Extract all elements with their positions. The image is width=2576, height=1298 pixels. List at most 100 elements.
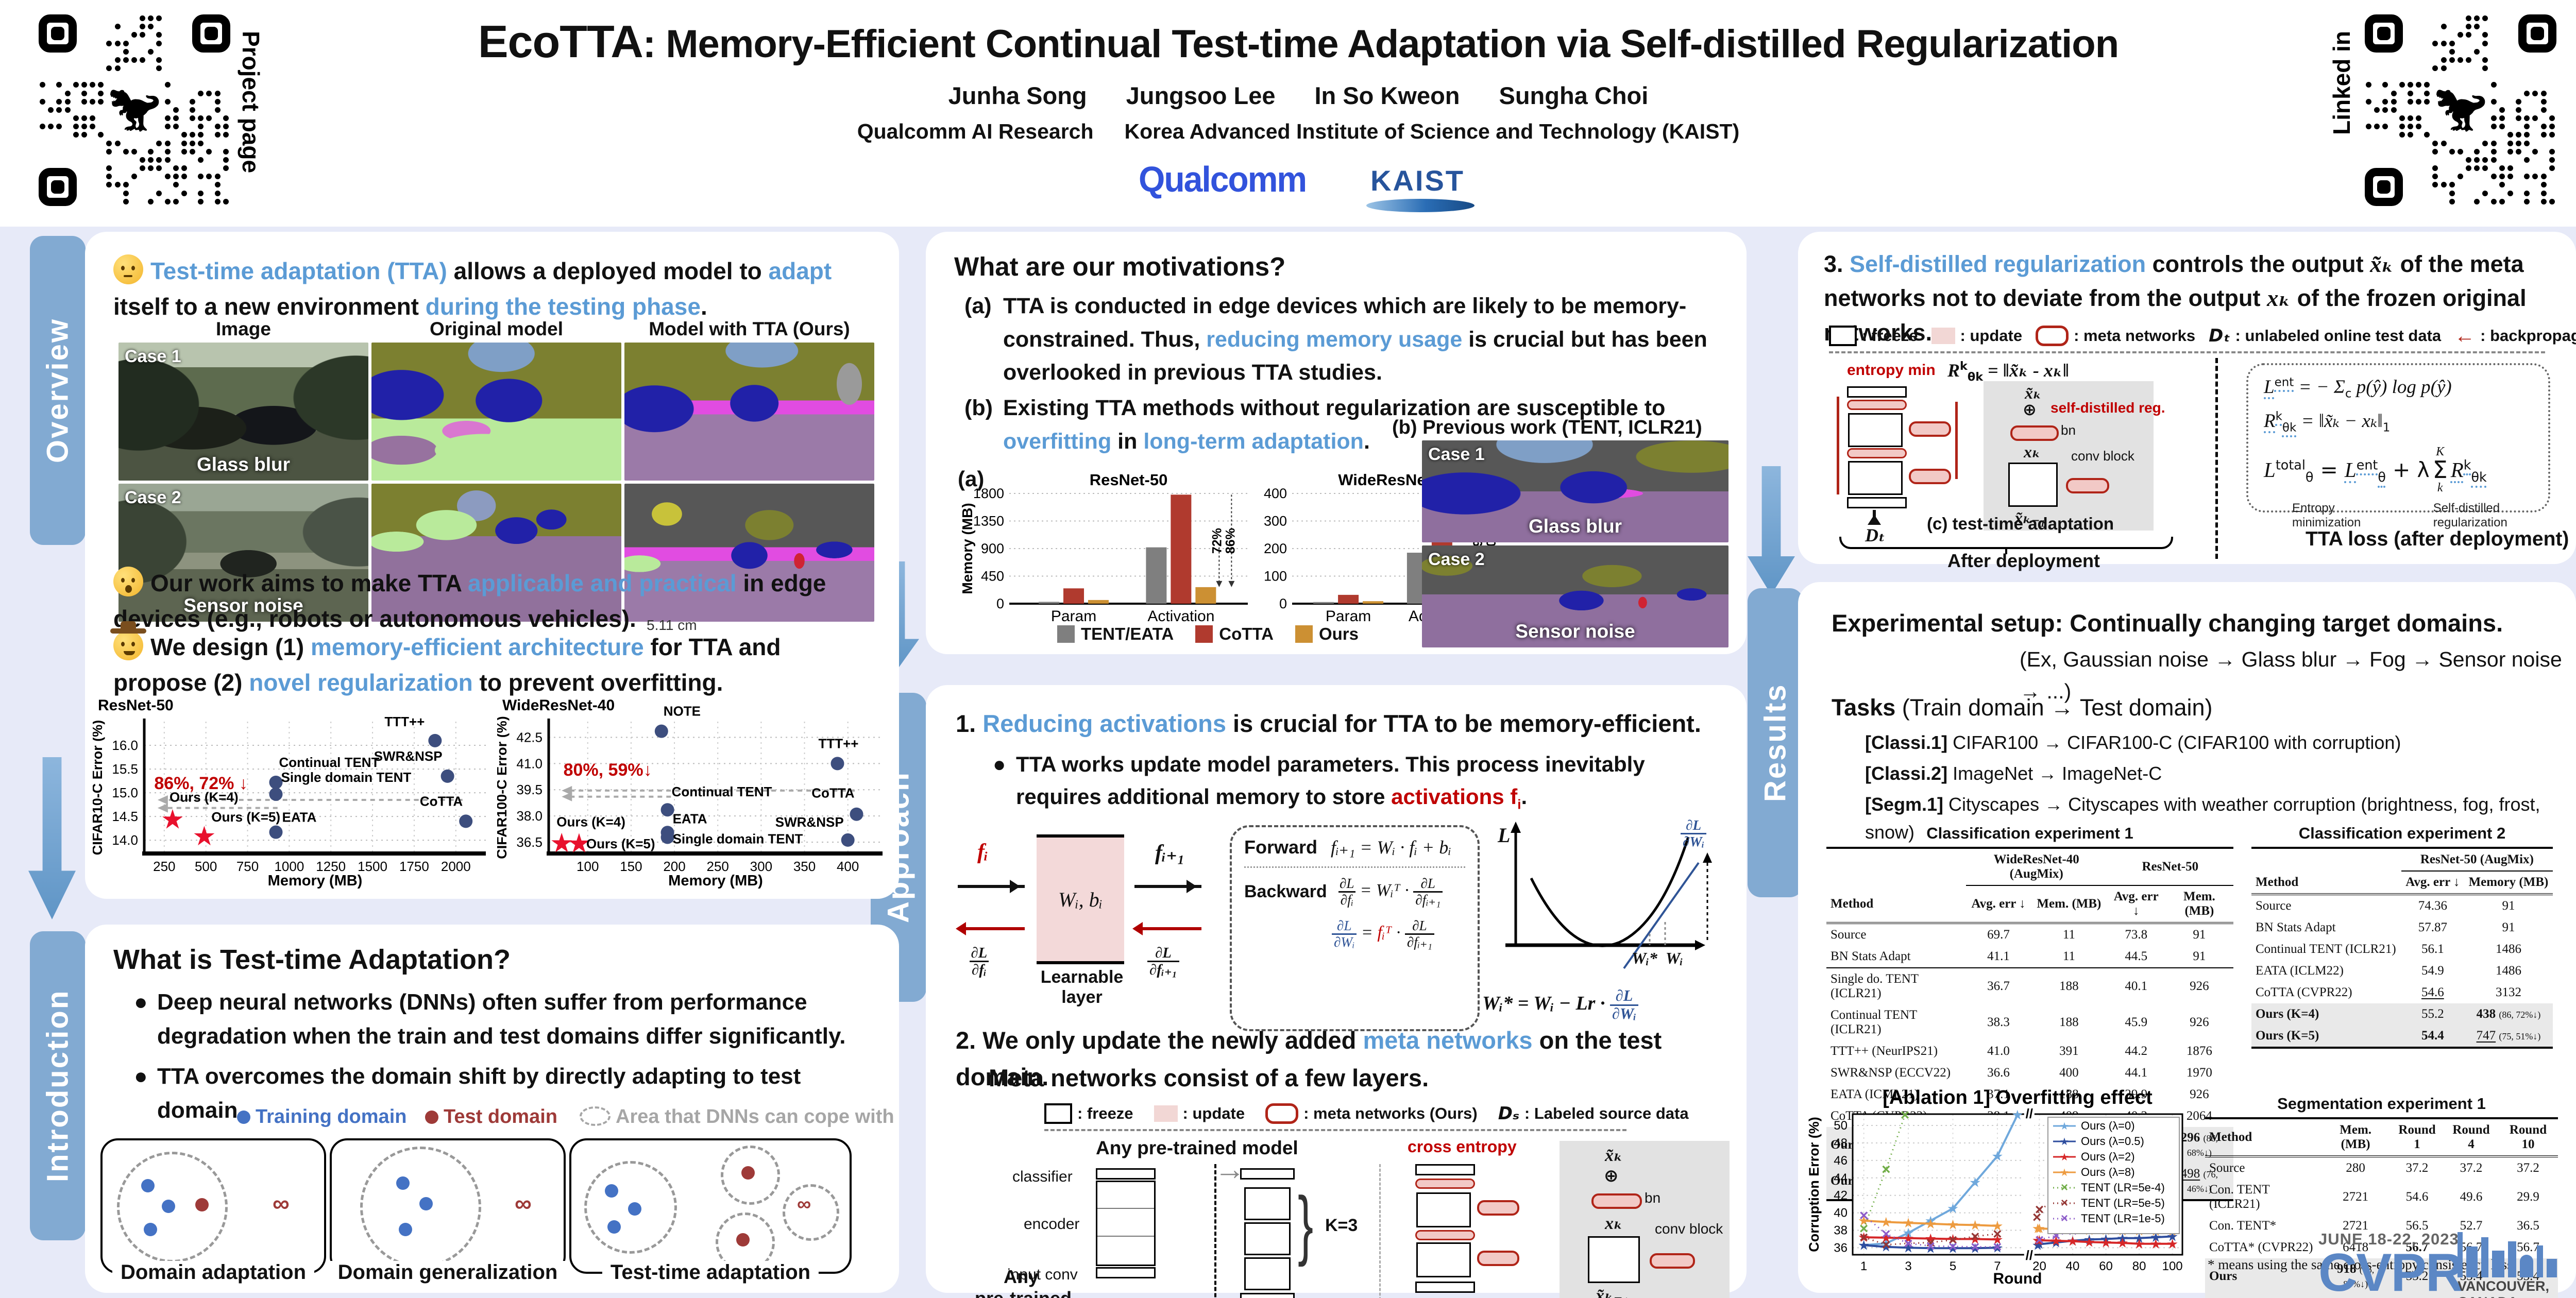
total-loss: Ltotalθ = Lentθ + λ K Σ k Rkθk — [2264, 445, 2487, 494]
svg-text:×: × — [1882, 1237, 1891, 1254]
svg-text:41.0: 41.0 — [516, 756, 543, 771]
svg-text:★: ★ — [1902, 1231, 1914, 1246]
regularization-heading: 3. Self-distilled regularization control… — [1824, 251, 2527, 346]
tasks-heading: Tasks (Train domain → Test domain) — [1832, 694, 2213, 721]
tent-case1-image: Case 1 Glass blur — [1422, 440, 1728, 542]
bar-chart-resnet50: ResNet-50 0 450 900 1350 1800 Memory (MB) Param… — [962, 473, 1248, 625]
intro-bullet-2: ● TTA overcomes the domain shift by direc… — [134, 1064, 801, 1123]
tab-results: Results — [1748, 588, 1803, 897]
svg-text:1: 1 — [1860, 1259, 1867, 1273]
svg-text:14.0: 14.0 — [112, 832, 138, 848]
tab-introduction: Introduction — [30, 931, 86, 1240]
svg-text:40: 40 — [2066, 1259, 2080, 1273]
svg-text:750: 750 — [236, 859, 259, 874]
svg-text:★: ★ — [1991, 1232, 2003, 1247]
qualcomm-logo: Qualcomm — [1139, 159, 1307, 199]
svg-text:★: ★ — [1969, 1240, 1981, 1256]
svg-text:★: ★ — [2060, 1136, 2069, 1148]
venn-domain-adaptation: ∞ Domain adaptation — [100, 1138, 326, 1284]
fig-col-tta: Model with TTA (Ours) — [649, 318, 850, 339]
approach-legend: : freeze: update: meta networks (Ours) Dₛ… — [1044, 1103, 1689, 1124]
approach-point-1: 1. Reducing activations is crucial for T… — [956, 710, 1701, 737]
svg-text:1750: 1750 — [399, 859, 429, 874]
svg-text:40: 40 — [1834, 1206, 1848, 1220]
svg-text:200: 200 — [1264, 541, 1287, 556]
legend-dnn-area: Area that DNNs can cope with — [580, 1106, 894, 1128]
svg-text:★: ★ — [2011, 1107, 2023, 1123]
svg-text:★: ★ — [2032, 1221, 2044, 1236]
svg-text:×: × — [1926, 1234, 1936, 1251]
svg-text:Single domain TENT: Single domain TENT — [673, 831, 803, 846]
flow-arrow-left — [28, 757, 76, 919]
svg-text:★: ★ — [161, 805, 185, 835]
forward-backward-box: Forward fᵢ₊₁ = Wᵢ · fᵢ + bᵢ Backward ∂L ∂… — [1230, 825, 1480, 1031]
svg-text:★: ★ — [1947, 1240, 1959, 1256]
overview-point-2: Our work aims to make TTA applicable and… — [113, 566, 866, 637]
svg-text:Ours (λ=0.5): Ours (λ=0.5) — [2081, 1135, 2144, 1148]
overview-panel: Test-time adaptation (TTA) allows a depl… — [85, 232, 899, 899]
svg-text:×: × — [2061, 1196, 2068, 1210]
svg-text:250: 250 — [707, 859, 729, 874]
legend-item: : freeze — [1829, 326, 1918, 346]
forward-arrow-out — [1134, 880, 1201, 893]
overview-image-case2: Case 2 Sensor noise — [118, 484, 368, 622]
bar-legend-item: CoTTA — [1195, 624, 1274, 644]
svg-text:39.5: 39.5 — [516, 782, 543, 797]
motivation-item-a: TTA is conducted in edge devices which a… — [1003, 294, 1707, 385]
svg-text://: // — [2026, 1106, 2033, 1121]
svg-text:×: × — [1859, 1220, 1869, 1237]
legend-item: : update — [1931, 326, 2022, 346]
svg-text:★: ★ — [1991, 1218, 2003, 1234]
svg-text:300: 300 — [750, 859, 772, 874]
svg-text:1800: 1800 — [973, 486, 1004, 501]
title-acronym: EcoTTA — [478, 16, 643, 67]
learnable-layer-label: Learnable layer — [1040, 967, 1124, 1007]
svg-text:×: × — [2061, 1181, 2068, 1194]
svg-text:Round: Round — [1993, 1270, 2042, 1287]
svg-text:Continual TENT: Continual TENT — [279, 755, 379, 770]
svg-text:ResNet-50: ResNet-50 — [1090, 473, 1168, 489]
svg-text:★: ★ — [2133, 1236, 2145, 1252]
svg-text:60: 60 — [2099, 1259, 2113, 1273]
svg-text:42.5: 42.5 — [516, 730, 543, 745]
svg-text:38.0: 38.0 — [516, 808, 543, 824]
svg-text:★: ★ — [2033, 1233, 2045, 1248]
svg-text:★: ★ — [2166, 1236, 2178, 1252]
reg-legend: : freeze: update: meta networks Dₜ: unlab… — [1829, 326, 2576, 346]
kaist-swoosh — [1366, 199, 1475, 212]
svg-text:×: × — [1993, 1225, 2002, 1242]
svg-text:Activation: Activation — [1147, 608, 1214, 625]
regularization-panel: 3. Self-distilled regularization control… — [1798, 232, 2576, 571]
tta-loss-box: Lent = − Σc p(ŷ) log p(ŷ) Rkθk = ‖x̃ₖ − … — [2246, 363, 2550, 530]
svg-text:20: 20 — [2032, 1259, 2046, 1273]
svg-text:100: 100 — [1264, 569, 1287, 584]
legend-test-domain: Test domain — [425, 1106, 557, 1128]
svg-text:NOTE: NOTE — [664, 704, 701, 719]
svg-text:×: × — [1971, 1228, 1980, 1245]
svg-text:★: ★ — [2116, 1235, 2128, 1251]
svg-text:Memory (MB): Memory (MB) — [962, 503, 975, 594]
venn-domain-generalization: ∞ Domain generalization — [329, 1138, 566, 1284]
svg-text:86%: 86% — [1223, 528, 1238, 554]
fig-col-image: Image — [216, 318, 271, 339]
svg-text:36.5: 36.5 — [516, 834, 543, 850]
svg-text:42: 42 — [1834, 1189, 1848, 1203]
fig-b-title: (b) Previous work (TENT, ICLR21) — [1392, 417, 1702, 438]
qr-left-label: Project page — [238, 31, 264, 174]
svg-text:★: ★ — [1947, 1217, 1959, 1233]
svg-text:★: ★ — [1969, 1231, 1981, 1246]
svg-text:Ours (K=4): Ours (K=4) — [556, 814, 625, 829]
overview-seg-original-case1 — [371, 343, 621, 481]
overview-point-1: Test-time adaptation (TTA) allows a depl… — [113, 253, 866, 324]
svg-text:★: ★ — [1947, 1231, 1959, 1246]
svg-text:×: × — [2032, 1209, 2042, 1226]
svg-text:36: 36 — [1834, 1241, 1848, 1255]
plus-circle-icon: ⊕ — [2023, 400, 2037, 419]
svg-text:★: ★ — [1925, 1216, 1937, 1232]
approach-point-2b: Meta networks consist of a few layers. — [989, 1064, 1429, 1091]
infinity-icon: ∞ — [515, 1190, 532, 1217]
svg-text:TENT (LR=5e-5): TENT (LR=5e-5) — [2081, 1197, 2165, 1209]
task-classi2: [Classi.2] ImageNet → ImageNet-C — [1865, 763, 2162, 784]
cvpr-logo: CVPR — [2318, 1243, 2464, 1298]
experimental-setup: Experimental setup: Continually changing… — [1832, 609, 2503, 637]
